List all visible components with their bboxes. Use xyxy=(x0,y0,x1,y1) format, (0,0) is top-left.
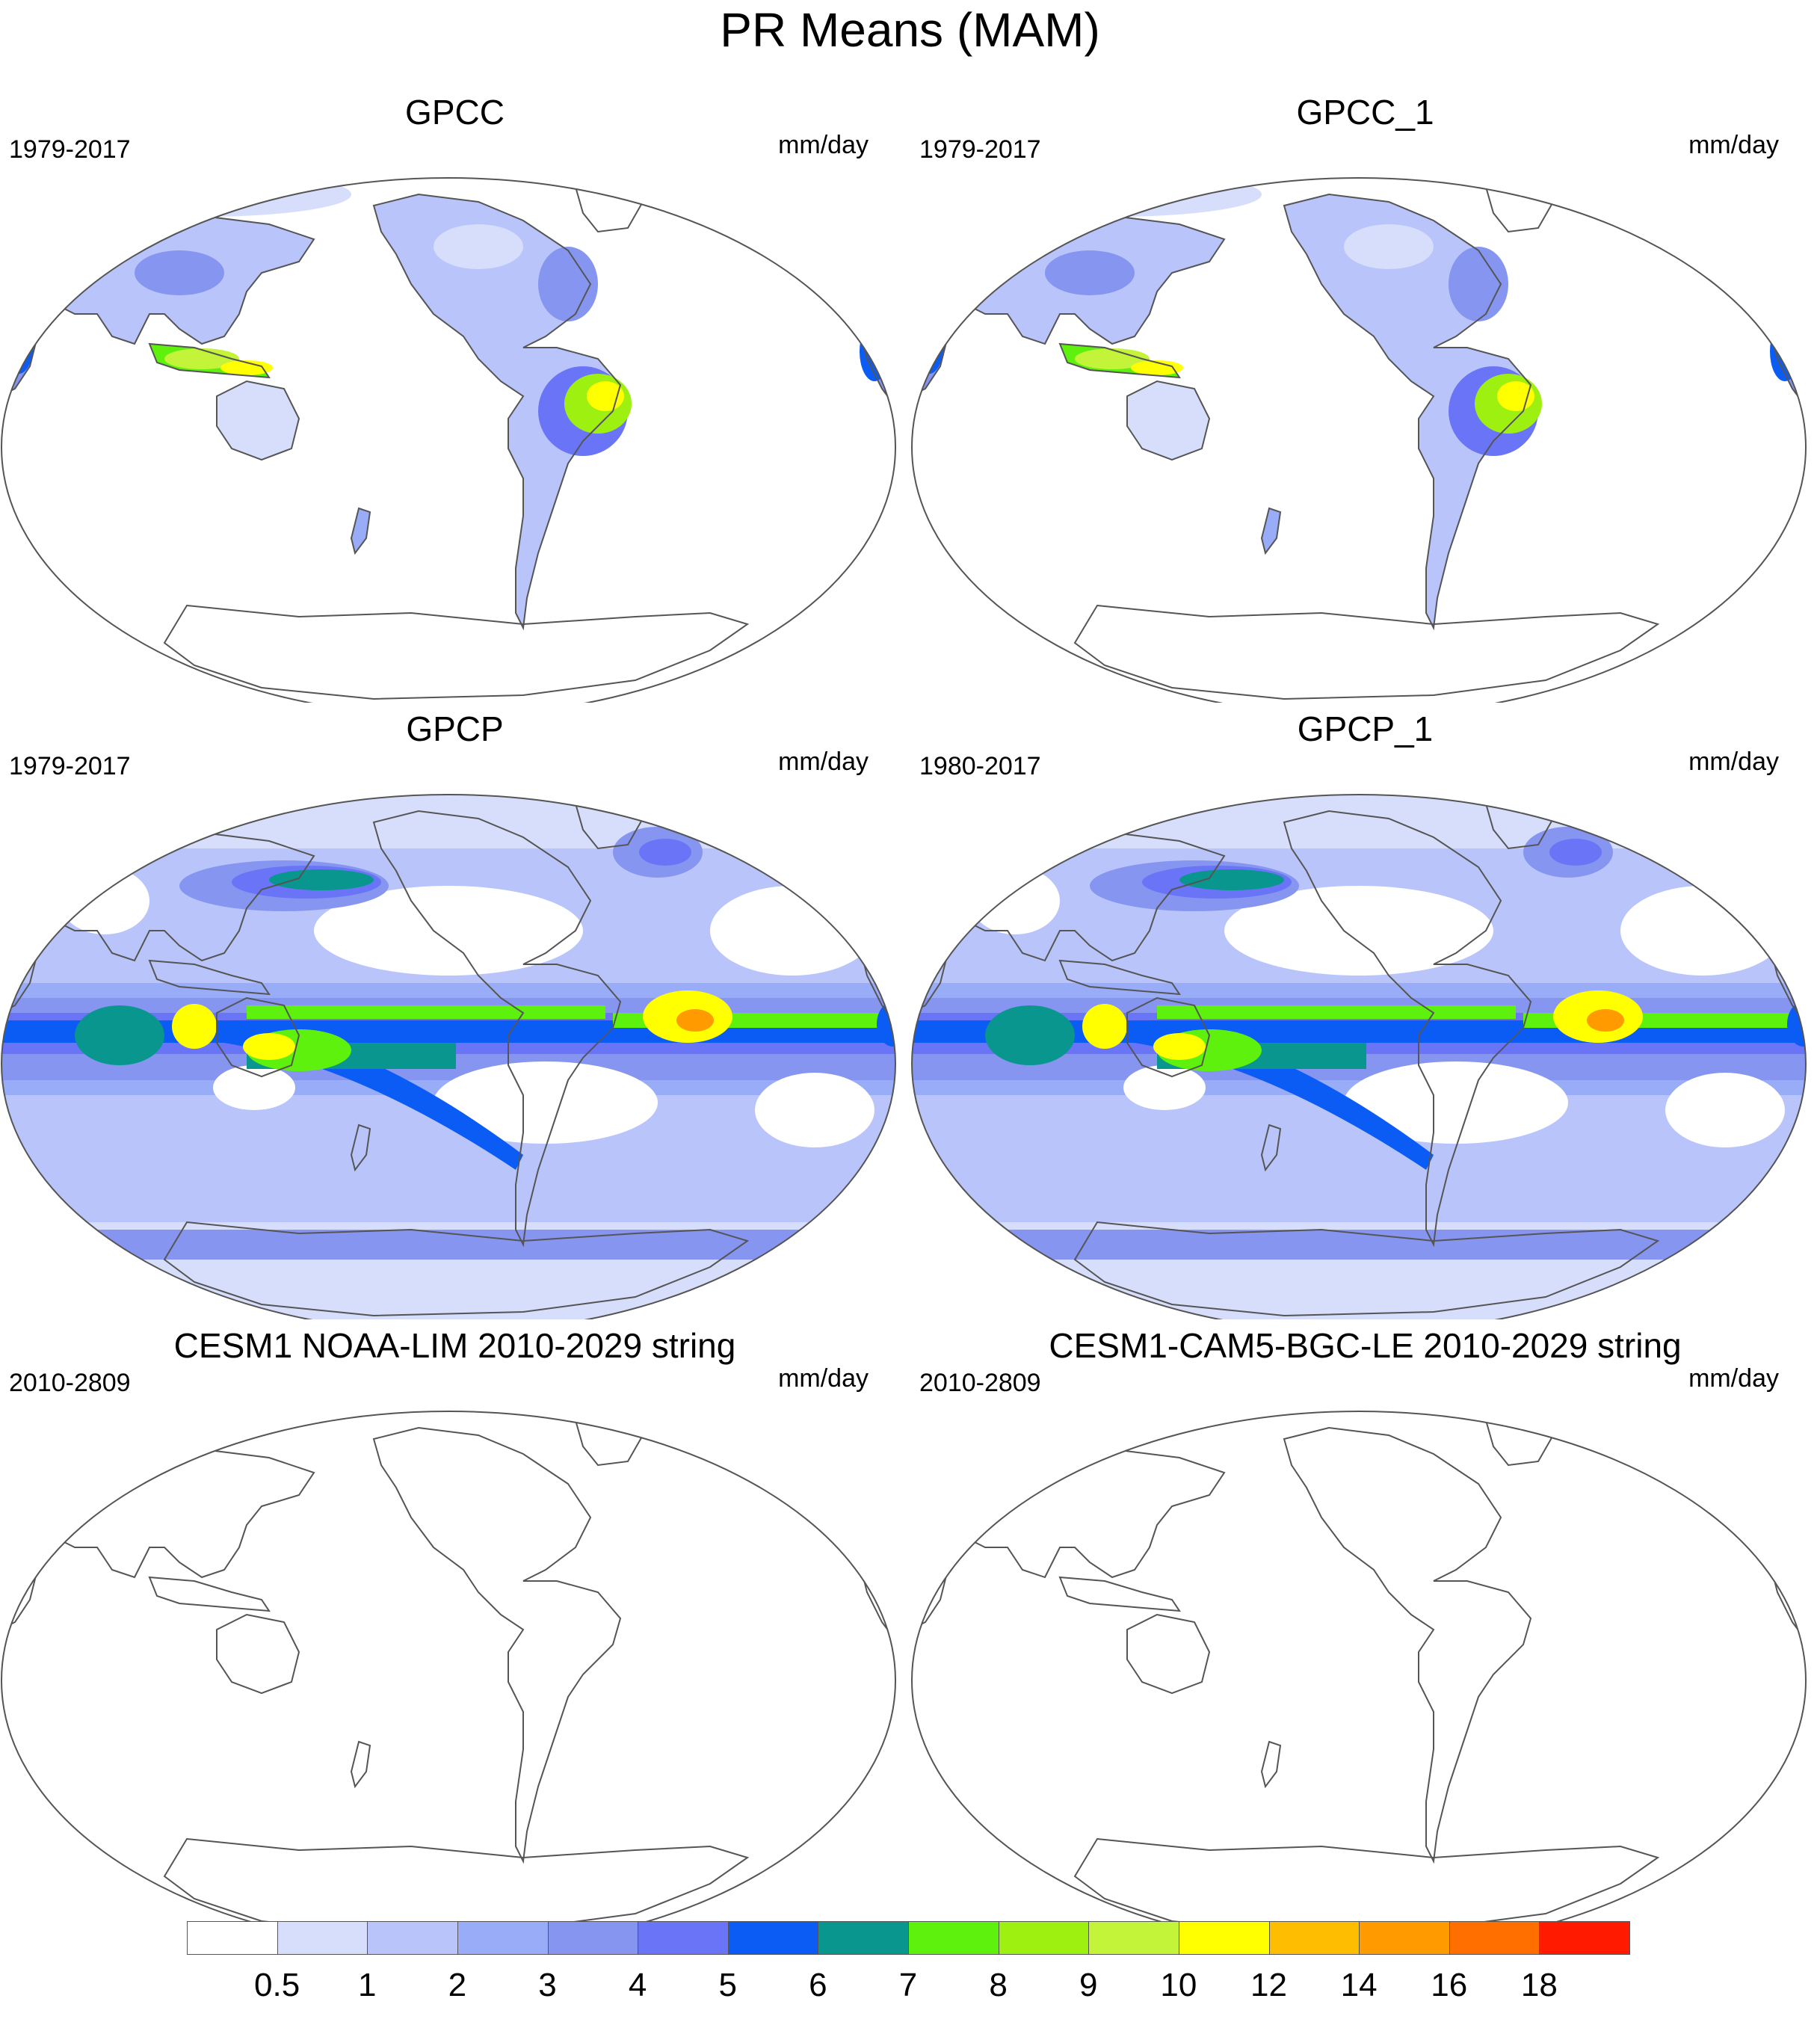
colorbar-label: 2 xyxy=(448,1967,467,2003)
colorbar-label: 18 xyxy=(1520,1967,1558,2003)
map-panel: GPCC_1 1979-2017 mm/day xyxy=(910,90,1820,703)
panel-period: 1979-2017 xyxy=(9,135,131,164)
map-panel: GPCC 1979-2017 mm/day xyxy=(0,90,910,703)
map-panel: CESM1 NOAA-LIM 2010-2029 string 2010-2809… xyxy=(0,1323,910,1936)
map-plot xyxy=(911,1411,1807,1936)
panel-period: 1979-2017 xyxy=(919,135,1041,164)
map-border xyxy=(911,177,1807,703)
panel-units: mm/day xyxy=(1688,748,1779,776)
colorbar-label: 8 xyxy=(989,1967,1008,2003)
precip-field xyxy=(1,795,895,1319)
panel-period: 2010-2809 xyxy=(9,1369,131,1397)
panel-units: mm/day xyxy=(778,131,869,159)
colorbar-swatch xyxy=(908,1921,999,1955)
map-plot xyxy=(1,1411,896,1936)
colorbar-swatch xyxy=(1449,1921,1540,1955)
precip-field xyxy=(912,178,1804,700)
map-plot xyxy=(911,794,1807,1319)
precip-field xyxy=(912,795,1806,1319)
colorbar-label: 6 xyxy=(809,1967,827,2003)
colorbar-label: 14 xyxy=(1340,1967,1378,2003)
panel-units: mm/day xyxy=(778,748,869,776)
colorbar-label: 5 xyxy=(718,1967,737,2003)
colorbar-label: 16 xyxy=(1431,1967,1468,2003)
colorbar-swatch xyxy=(277,1921,368,1955)
map-panel: GPCP 1979-2017 mm/day xyxy=(0,706,910,1319)
panel-title: GPCP xyxy=(406,709,504,748)
precip-field xyxy=(912,1415,1804,1934)
colorbar-label: 4 xyxy=(628,1967,647,2003)
colorbar-swatch xyxy=(1268,1921,1360,1955)
panel-title: GPCC xyxy=(405,93,505,132)
colorbar-swatch xyxy=(547,1921,639,1955)
panel-title: GPCP_1 xyxy=(1297,709,1434,748)
panel-units: mm/day xyxy=(778,1364,869,1393)
precip-field xyxy=(1,178,894,700)
map-panel: GPCP_1 1980-2017 mm/day xyxy=(910,706,1820,1319)
panel-title: GPCC_1 xyxy=(1296,93,1434,132)
colorbar-swatch xyxy=(638,1921,729,1955)
colorbar-swatch xyxy=(1088,1921,1179,1955)
colorbar-swatch xyxy=(187,1921,278,1955)
colorbar-swatch xyxy=(1178,1921,1270,1955)
colorbar-swatch xyxy=(727,1921,819,1955)
colorbar: 0.5 1 2 3 4 5 6 7 8 9 10 12 14 16 18 xyxy=(187,1921,1630,2018)
figure-title: PR Means (MAM) xyxy=(720,3,1100,57)
panel-period: 1980-2017 xyxy=(919,752,1041,780)
map-plot xyxy=(1,177,896,703)
map-border xyxy=(1,177,896,703)
colorbar-swatch xyxy=(457,1921,549,1955)
map-panel: CESM1-CAM5-BGC-LE 2010-2029 string 2010-2… xyxy=(910,1323,1820,1936)
colorbar-label: 3 xyxy=(538,1967,557,2003)
map-border xyxy=(1,1411,896,1936)
colorbar-label: 9 xyxy=(1079,1967,1098,2003)
colorbar-swatch xyxy=(367,1921,458,1955)
precip-field xyxy=(1,1415,894,1934)
panel-units: mm/day xyxy=(1688,1364,1779,1393)
colorbar-swatch xyxy=(1359,1921,1450,1955)
colorbar-label: 0.5 xyxy=(254,1967,300,2003)
colorbar-label: 10 xyxy=(1160,1967,1197,2003)
panel-units: mm/day xyxy=(1688,131,1779,159)
colorbar-swatch xyxy=(1539,1921,1630,1955)
map-plot xyxy=(1,794,896,1319)
colorbar-label: 7 xyxy=(898,1967,918,2003)
colorbar-swatch xyxy=(998,1921,1090,1955)
map-border xyxy=(911,794,1807,1319)
map-border xyxy=(911,1411,1807,1936)
map-plot xyxy=(911,177,1807,703)
colorbar-swatch xyxy=(818,1921,909,1955)
colorbar-label: 1 xyxy=(358,1967,377,2003)
map-border xyxy=(1,794,896,1319)
colorbar-label: 12 xyxy=(1250,1967,1287,2003)
panel-title: CESM1-CAM5-BGC-LE 2010-2029 string xyxy=(1049,1326,1682,1365)
panel-title: CESM1 NOAA-LIM 2010-2029 string xyxy=(173,1326,736,1365)
panel-period: 1979-2017 xyxy=(9,752,131,780)
panel-period: 2010-2809 xyxy=(919,1369,1041,1397)
